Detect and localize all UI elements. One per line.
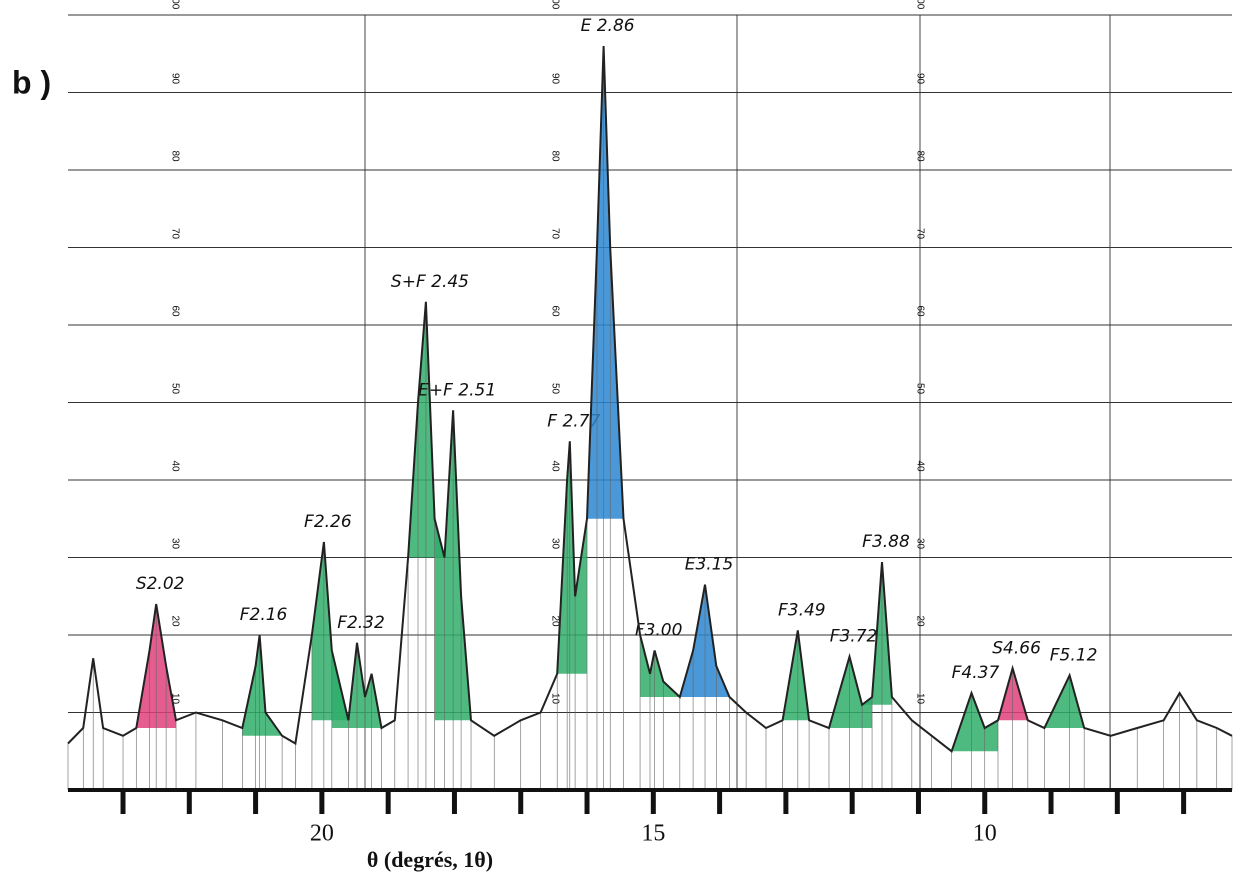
peak-fill <box>242 635 283 736</box>
peak-fill <box>587 46 624 519</box>
peak-fill <box>1044 675 1085 728</box>
x-tick-label: 20 <box>310 821 334 847</box>
peak-fill <box>557 441 588 674</box>
peak-label: F3.88 <box>862 532 910 552</box>
y-tick-label: 100 <box>169 0 180 10</box>
y-tick-label: 100 <box>549 0 560 10</box>
peak-label: F3.00 <box>635 621 683 641</box>
y-tick-label: 80 <box>169 150 180 162</box>
peak-label: S2.02 <box>136 574 185 594</box>
y-tick-label: 70 <box>549 228 560 240</box>
y-tick-label: 40 <box>169 460 180 472</box>
y-tick-label: 20 <box>169 615 180 627</box>
y-tick-label: 50 <box>549 383 560 395</box>
y-tick-label: 90 <box>169 73 180 85</box>
peak-fill <box>434 410 472 721</box>
peak-label: E+F 2.51 <box>418 380 496 400</box>
peak-label: F3.72 <box>830 627 878 647</box>
x-tick-label: 15 <box>641 821 665 847</box>
y-tick-label: 50 <box>169 383 180 395</box>
peak-fill <box>782 630 810 721</box>
x-axis-label: θ (degrés, 1θ) <box>367 847 493 872</box>
peak-fill <box>408 301 445 558</box>
peak-label: S4.66 <box>992 638 1041 658</box>
peak-label: F3.49 <box>778 600 826 620</box>
panel-label: b ) <box>12 64 51 100</box>
y-tick-label: 20 <box>914 615 925 627</box>
y-tick-label: 70 <box>914 228 925 240</box>
y-tick-label: 40 <box>549 460 560 472</box>
x-tick-label: 10 <box>973 821 997 847</box>
y-tick-label: 10 <box>169 693 180 705</box>
y-tick-label: 60 <box>549 305 560 317</box>
y-tick-label: 10 <box>549 693 560 705</box>
y-tick-label: 30 <box>914 538 925 550</box>
peak-label: F5.12 <box>1050 645 1098 665</box>
peak-label: F2.32 <box>337 613 385 633</box>
y-tick-label: 60 <box>169 305 180 317</box>
peak-label: F4.37 <box>952 663 1000 683</box>
peak-label: F 2.77 <box>547 411 600 431</box>
y-tick-label: 10 <box>914 693 925 705</box>
y-tick-label: 90 <box>914 73 925 85</box>
peak-fill <box>828 656 873 728</box>
peak-fill <box>998 668 1028 721</box>
y-tick-label: 40 <box>914 460 925 472</box>
peak-label: E 2.86 <box>581 16 635 36</box>
y-tick-label: 80 <box>549 150 560 162</box>
y-tick-label: 90 <box>549 73 560 85</box>
y-tick-label: 70 <box>169 228 180 240</box>
y-tick-label: 20 <box>549 615 560 627</box>
y-tick-label: 80 <box>914 150 925 162</box>
y-tick-label: 60 <box>914 305 925 317</box>
y-tick-label: 50 <box>914 383 925 395</box>
y-tick-label: 30 <box>169 538 180 550</box>
peak-label: F2.26 <box>304 512 352 532</box>
y-tick-label: 100 <box>914 0 925 10</box>
peak-label: E3.15 <box>685 555 734 575</box>
peak-label: F2.16 <box>240 605 288 625</box>
y-tick-label: 30 <box>549 538 560 550</box>
peak-label: S+F 2.45 <box>391 272 469 292</box>
diffractogram <box>67 45 1233 753</box>
peak-fill <box>951 693 999 752</box>
